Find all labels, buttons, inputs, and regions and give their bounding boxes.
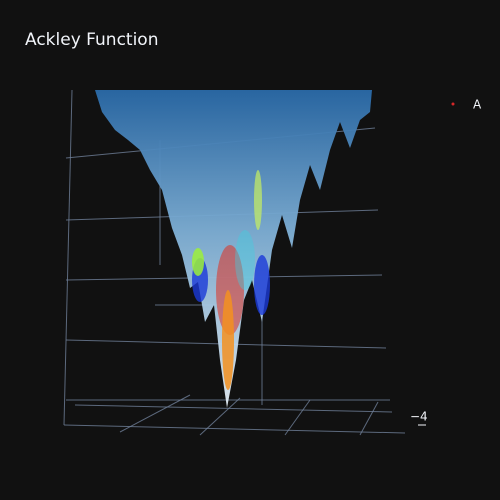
legend-marker <box>451 102 455 106</box>
x-tick-label: −4 <box>410 410 428 424</box>
chart-title: Ackley Function <box>25 30 158 50</box>
legend: A <box>451 98 482 112</box>
scatter-points <box>192 170 270 390</box>
legend-label[interactable]: A <box>473 98 482 112</box>
